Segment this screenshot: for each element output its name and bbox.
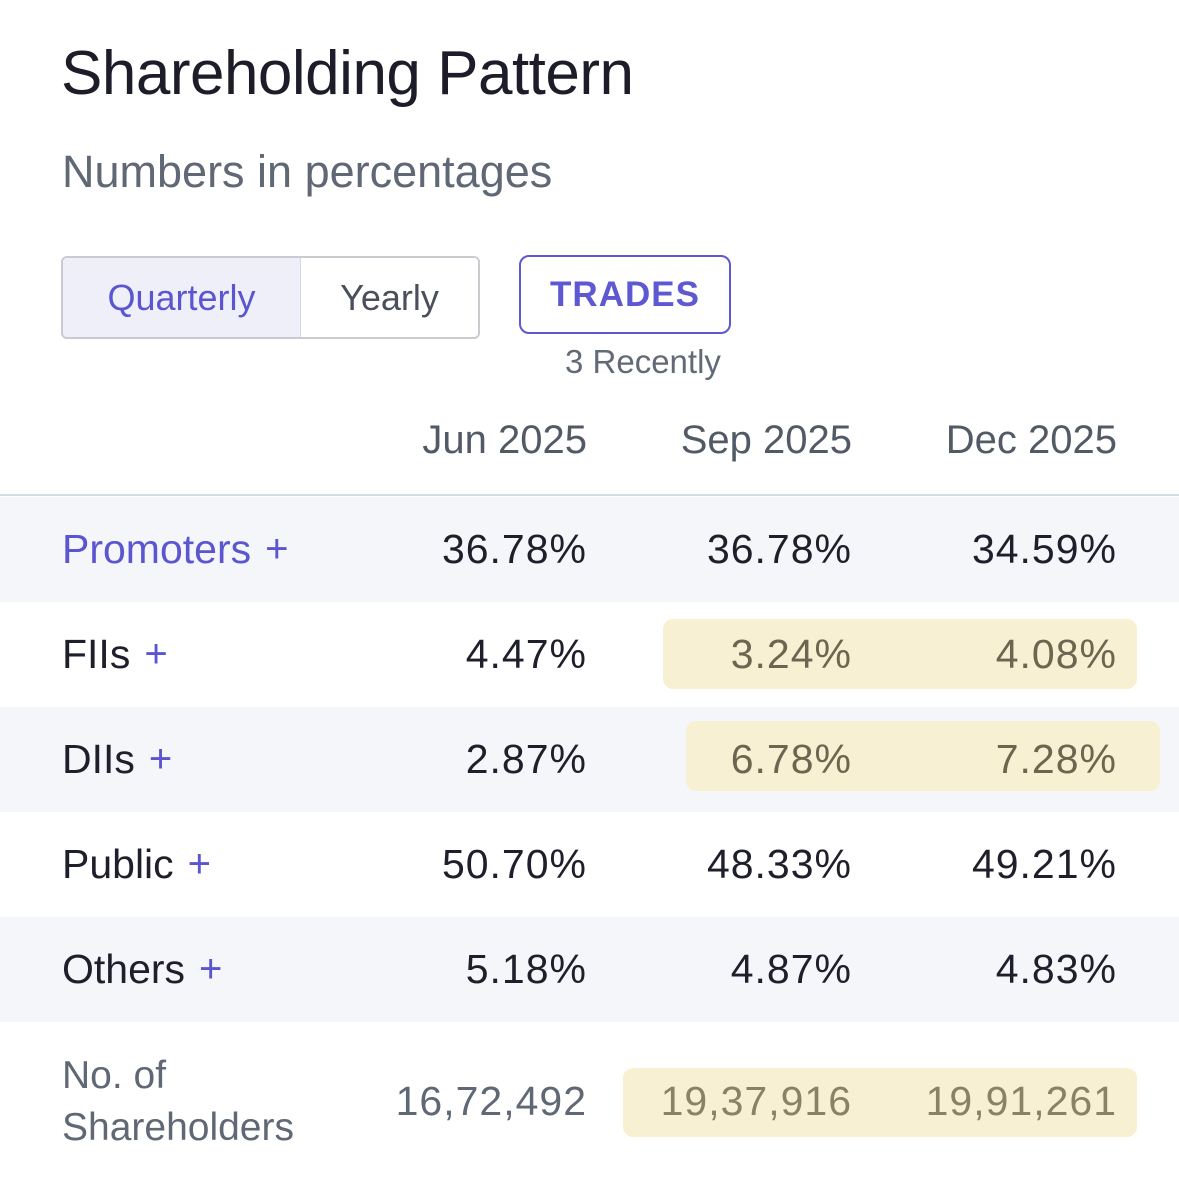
column-header-sep-2025: Sep 2025 <box>680 418 852 462</box>
table-cell: 50.70% <box>441 841 587 887</box>
table-cell: 4.08% <box>995 631 1117 677</box>
column-header-dec-2025: Dec 2025 <box>945 418 1117 462</box>
shareholders-cell: 16,72,492 <box>395 1077 587 1124</box>
table-cell: 36.78% <box>441 526 587 572</box>
page-subtitle: Numbers in percentages <box>62 146 553 197</box>
shareholders-cell: 19,91,261 <box>925 1077 1117 1124</box>
table-cell: 7.28% <box>995 736 1117 782</box>
expand-plus-icon[interactable]: + <box>265 527 289 571</box>
trades-button[interactable]: TRADES <box>519 255 731 334</box>
row-label-others[interactable]: Others + <box>62 917 222 1022</box>
table-cell: 5.18% <box>465 946 587 992</box>
shareholders-label-line1: No. of <box>62 1054 167 1097</box>
table-cell: 49.21% <box>971 841 1117 887</box>
table-row-promoters: Promoters + 36.78% 36.78% 34.59% <box>0 497 1179 602</box>
table-cell: 4.47% <box>465 631 587 677</box>
row-label-promoters[interactable]: Promoters + <box>62 497 288 602</box>
row-label-text: Promoters <box>62 526 252 572</box>
table-cell: 4.87% <box>730 946 852 992</box>
table-row-others: Others + 5.18% 4.87% 4.83% <box>0 917 1179 1022</box>
table-row-fiis: FIIs + 4.47% 3.24% 4.08% <box>0 602 1179 707</box>
change-highlight <box>686 721 1160 791</box>
page-title: Shareholding Pattern <box>61 39 634 108</box>
expand-plus-icon[interactable]: + <box>187 842 212 886</box>
table-cell: 2.87% <box>465 736 587 782</box>
shareholders-cell: 19,37,916 <box>660 1077 852 1124</box>
shareholders-label: No. of Shareholders <box>62 1050 294 1154</box>
table-cell: 48.33% <box>706 841 852 887</box>
change-highlight <box>623 1068 1137 1137</box>
yearly-button[interactable]: Yearly <box>301 258 478 337</box>
row-label-diis[interactable]: DIIs + <box>62 707 172 812</box>
table-cell: 3.24% <box>730 631 852 677</box>
period-toggle: Quarterly Yearly <box>61 256 480 339</box>
row-label-text: Public <box>62 841 174 887</box>
expand-plus-icon[interactable]: + <box>144 632 168 676</box>
row-label-public[interactable]: Public + <box>62 812 211 917</box>
column-header-jun-2025: Jun 2025 <box>422 418 587 462</box>
table-cell: 36.78% <box>706 526 852 572</box>
row-label-text: FIIs <box>62 631 131 677</box>
row-label-fiis[interactable]: FIIs + <box>62 602 168 707</box>
table-cell: 34.59% <box>971 526 1117 572</box>
expand-plus-icon[interactable]: + <box>148 737 173 781</box>
row-label-text: Others <box>62 946 186 992</box>
row-label-text: DIIs <box>62 736 135 782</box>
table-cell: 6.78% <box>730 736 852 782</box>
table-row-public: Public + 50.70% 48.33% 49.21% <box>0 812 1179 917</box>
table-cell: 4.83% <box>995 946 1117 992</box>
table-row-diis: DIIs + 2.87% 6.78% 7.28% <box>0 707 1179 812</box>
quarterly-button[interactable]: Quarterly <box>63 258 301 337</box>
header-divider <box>0 494 1179 496</box>
trades-note: 3 Recently <box>565 343 721 380</box>
expand-plus-icon[interactable]: + <box>199 947 223 991</box>
change-highlight <box>663 619 1137 689</box>
shareholders-label-line2: Shareholders <box>62 1106 294 1149</box>
